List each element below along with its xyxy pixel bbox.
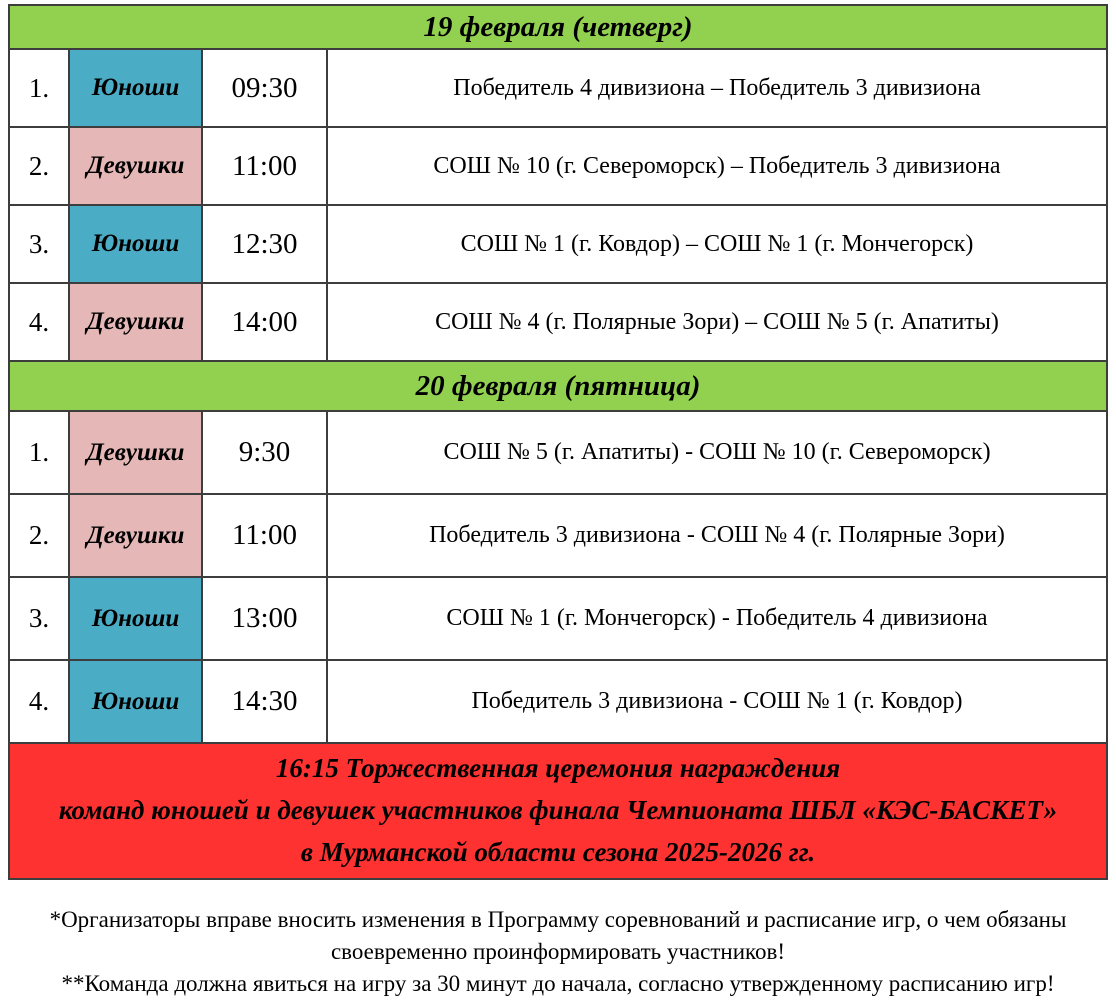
match-teams: Победитель 4 дивизиона – Победитель 3 ди… (328, 50, 1106, 128)
match-teams: СОШ № 5 (г. Апатиты) - СОШ № 10 (г. Севе… (328, 412, 1106, 495)
game-time: 11:00 (203, 128, 328, 206)
game-number: 4. (10, 661, 70, 744)
game-row: 4. Девушки 14:00 СОШ № 4 (г. Полярные Зо… (10, 284, 1106, 362)
game-time: 11:00 (203, 495, 328, 578)
game-row: 4. Юноши 14:30 Победитель 3 дивизиона - … (10, 661, 1106, 744)
match-teams: Победитель 3 дивизиона - СОШ № 1 (г. Ков… (328, 661, 1106, 744)
ceremony-line-1: 16:15 Торжественная церемония награждени… (275, 753, 841, 783)
schedule-table: 19 февраля (четверг) 1. Юноши 09:30 Побе… (8, 4, 1108, 880)
gender-badge: Девушки (70, 284, 203, 362)
game-number: 2. (10, 495, 70, 578)
gender-badge: Юноши (70, 578, 203, 661)
match-teams: СОШ № 4 (г. Полярные Зори) – СОШ № 5 (г.… (328, 284, 1106, 362)
day2-rows: 1. Девушки 9:30 СОШ № 5 (г. Апатиты) - С… (10, 412, 1106, 744)
game-row: 2. Девушки 11:00 СОШ № 10 (г. Североморс… (10, 128, 1106, 206)
game-number: 3. (10, 578, 70, 661)
game-time: 14:00 (203, 284, 328, 362)
game-row: 2. Девушки 11:00 Победитель 3 дивизиона … (10, 495, 1106, 578)
ceremony-banner: 16:15 Торжественная церемония награждени… (10, 744, 1106, 878)
match-teams: СОШ № 1 (г. Ковдор) – СОШ № 1 (г. Мончег… (328, 206, 1106, 284)
gender-badge: Юноши (70, 206, 203, 284)
game-number: 2. (10, 128, 70, 206)
footnote-arrival: **Команда должна явиться на игру за 30 м… (61, 970, 1055, 996)
match-teams: СОШ № 10 (г. Североморск) – Победитель 3… (328, 128, 1106, 206)
game-number: 1. (10, 412, 70, 495)
game-time: 09:30 (203, 50, 328, 128)
game-time: 14:30 (203, 661, 328, 744)
game-row: 1. Юноши 09:30 Победитель 4 дивизиона – … (10, 50, 1106, 128)
game-time: 9:30 (203, 412, 328, 495)
footnote-organizers: *Организаторы вправе вносить изменения в… (49, 906, 1067, 964)
ceremony-line-3: в Мурманской области сезона 2025-2026 гг… (300, 836, 816, 867)
game-time: 13:00 (203, 578, 328, 661)
day-header-thursday: 19 февраля (четверг) (10, 6, 1106, 50)
day-header-friday: 20 февраля (пятница) (10, 362, 1106, 412)
match-teams: СОШ № 1 (г. Мончегорск) - Победитель 4 д… (328, 578, 1106, 661)
gender-badge: Девушки (70, 412, 203, 495)
game-number: 4. (10, 284, 70, 362)
game-row: 3. Юноши 12:30 СОШ № 1 (г. Ковдор) – СОШ… (10, 206, 1106, 284)
game-row: 3. Юноши 13:00 СОШ № 1 (г. Мончегорск) -… (10, 578, 1106, 661)
gender-badge: Девушки (70, 495, 203, 578)
gender-badge: Юноши (70, 661, 203, 744)
ceremony-line-2: команд юношей и девушек участников финал… (58, 794, 1058, 825)
game-time: 12:30 (203, 206, 328, 284)
game-number: 1. (10, 50, 70, 128)
gender-badge: Девушки (70, 128, 203, 206)
game-number: 3. (10, 206, 70, 284)
match-teams: Победитель 3 дивизиона - СОШ № 4 (г. Пол… (328, 495, 1106, 578)
game-row: 1. Девушки 9:30 СОШ № 5 (г. Апатиты) - С… (10, 412, 1106, 495)
gender-badge: Юноши (70, 50, 203, 128)
